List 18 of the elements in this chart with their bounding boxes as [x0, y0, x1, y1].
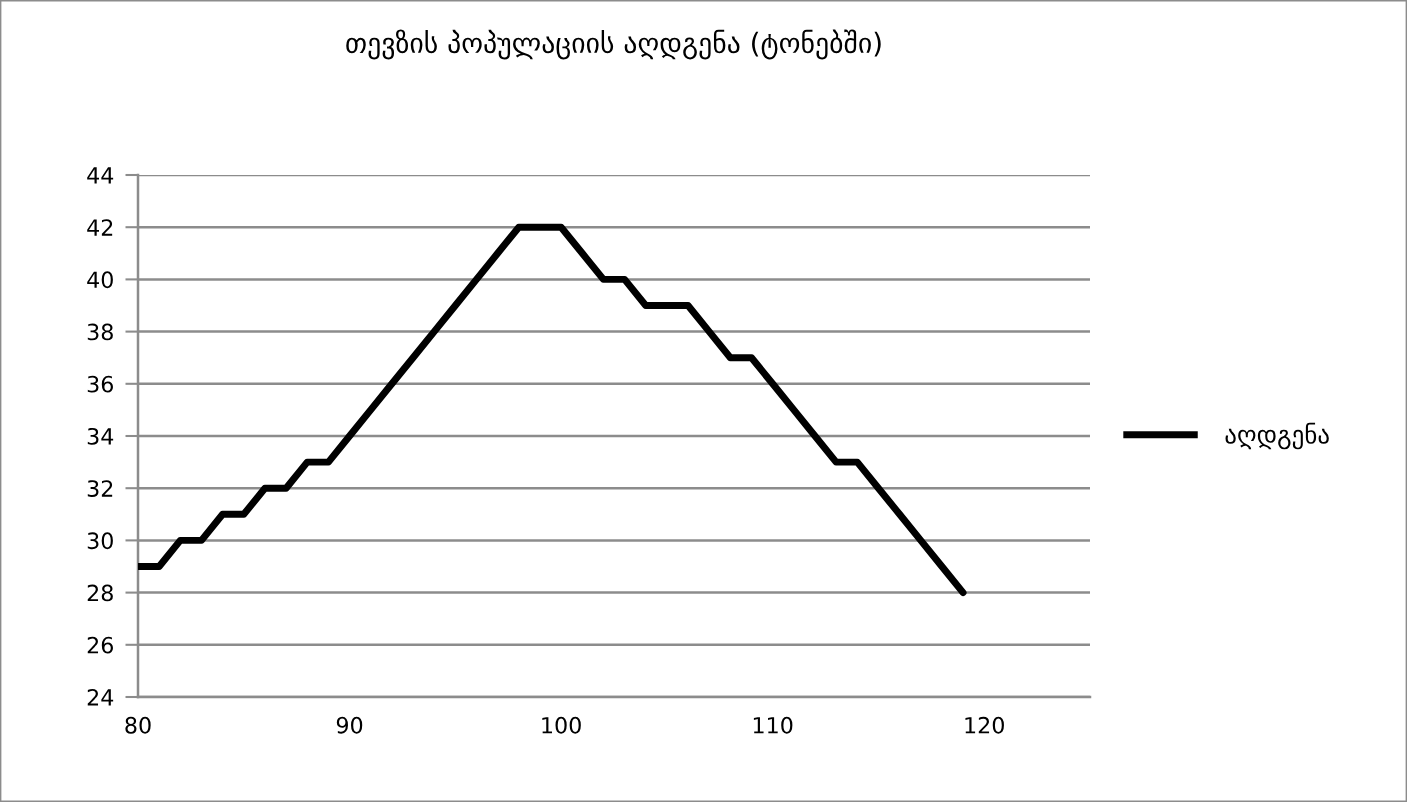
- y-tick-label: 30: [87, 532, 113, 550]
- y-tick-label: 42: [87, 219, 113, 236]
- y-tick-label: 28: [87, 584, 113, 602]
- x-tick-label: 110: [753, 716, 793, 734]
- chart-title: თევზის პოპულაციის აღდგენა (ტონებში): [346, 29, 881, 60]
- y-tick-label: 24: [87, 688, 114, 706]
- y-tick-label: 36: [87, 375, 113, 393]
- x-tick-label: 80: [125, 716, 151, 734]
- y-tick-label: 32: [87, 480, 113, 497]
- x-tick-label: 100: [542, 716, 581, 734]
- legend-label: აღდგენა: [1225, 422, 1329, 450]
- y-tick-label: 40: [87, 271, 113, 289]
- y-tick-label: 26: [87, 636, 113, 654]
- y-tick-label: 44: [87, 167, 114, 184]
- x-tick-label: 90: [336, 716, 363, 734]
- y-tick-label: 38: [87, 323, 113, 341]
- x-tick-label: 120: [965, 716, 1004, 734]
- y-tick-label: 34: [87, 427, 114, 445]
